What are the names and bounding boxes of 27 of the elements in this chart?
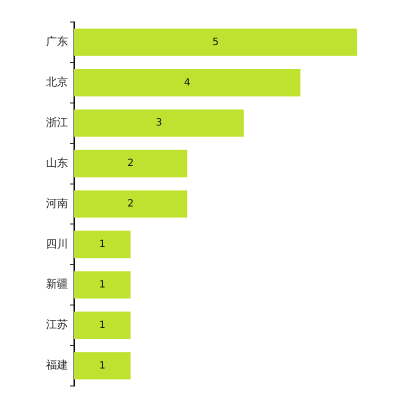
- y-tick-label: 山东: [46, 156, 68, 170]
- bar: [74, 271, 131, 299]
- y-tick-label: 河南: [46, 196, 68, 210]
- data-label: 1: [99, 360, 106, 372]
- bar: [74, 150, 188, 178]
- y-tick-label: 广东: [46, 35, 68, 48]
- bar: [74, 109, 244, 137]
- y-tick-label: 北京: [46, 76, 68, 89]
- y-tick-label: 四川: [46, 237, 68, 250]
- data-label: 1: [99, 320, 106, 331]
- bar: [74, 352, 131, 380]
- y-tick-label: 新疆: [46, 278, 68, 291]
- data-label: 2: [127, 198, 134, 210]
- bar: [74, 69, 300, 96]
- y-tick-label: 浙江: [46, 116, 68, 129]
- bar: [74, 230, 131, 258]
- y-tick-label: 福建: [46, 358, 68, 372]
- data-label: 1: [99, 279, 106, 290]
- data-label: 2: [127, 158, 134, 170]
- bar: [74, 190, 188, 218]
- data-label: 4: [184, 77, 190, 88]
- bar: [74, 312, 131, 339]
- data-label: 5: [212, 36, 219, 48]
- data-label: 1: [99, 239, 106, 250]
- y-tick-label: 江苏: [46, 318, 68, 332]
- bar: [74, 28, 357, 56]
- data-label: 3: [156, 118, 162, 129]
